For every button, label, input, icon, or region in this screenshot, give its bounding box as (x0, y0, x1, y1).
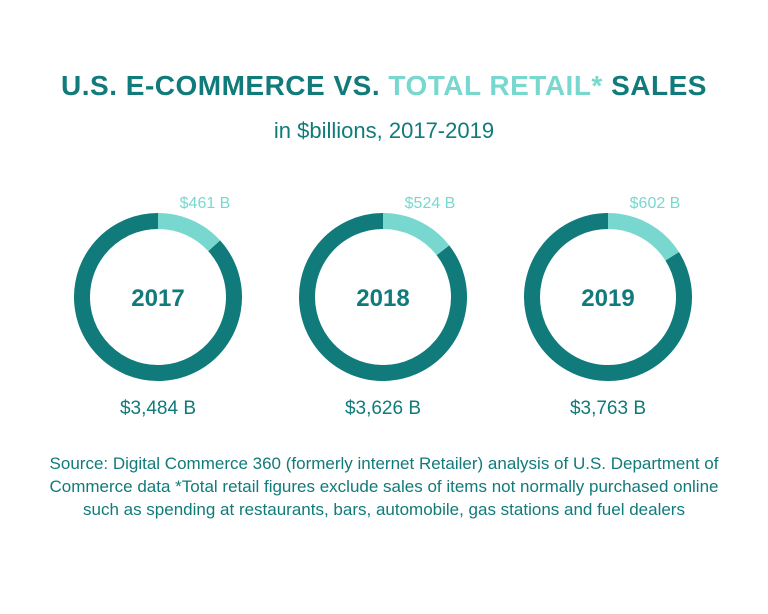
title-part-ecommerce: U.S. E-COMMERCE VS. (61, 70, 381, 101)
total-retail-arc-2018 (299, 213, 467, 381)
total-retail-arc-2017 (74, 213, 242, 381)
source-note: Source: Digital Commerce 360 (formerly i… (49, 454, 719, 519)
title-part-sales: SALES (611, 70, 707, 101)
ecommerce-arc-2018 (382, 213, 450, 256)
total-retail-value-label-2019: $3,763 B (570, 398, 646, 419)
ecommerce-arc-2017 (157, 213, 221, 252)
ecommerce-value-label-2017: $461 B (180, 195, 231, 212)
year-label-2017: 2017 (131, 285, 184, 312)
donut-charts: 2017 $461 B $3,484 B 2018 $524 B $3,626 B 2019… (74, 195, 692, 419)
chart-title: U.S. E-COMMERCE VS. TOTAL RETAIL* SALES (0, 70, 768, 102)
title-part-total-retail: TOTAL RETAIL* (388, 70, 603, 101)
ecommerce-arc-2019 (607, 213, 679, 261)
chart-subtitle: in $billions, 2017-2019 (273, 118, 495, 143)
total-retail-value-label-2018: $3,626 B (345, 398, 421, 419)
total-retail-arc-2019 (524, 213, 692, 381)
ecommerce-value-label-2019: $602 B (630, 195, 681, 212)
year-label-2018: 2018 (356, 285, 409, 312)
ecommerce-value-label-2018: $524 B (405, 195, 456, 212)
total-retail-value-label-2017: $3,484 B (120, 398, 196, 419)
year-label-2019: 2019 (581, 285, 634, 312)
